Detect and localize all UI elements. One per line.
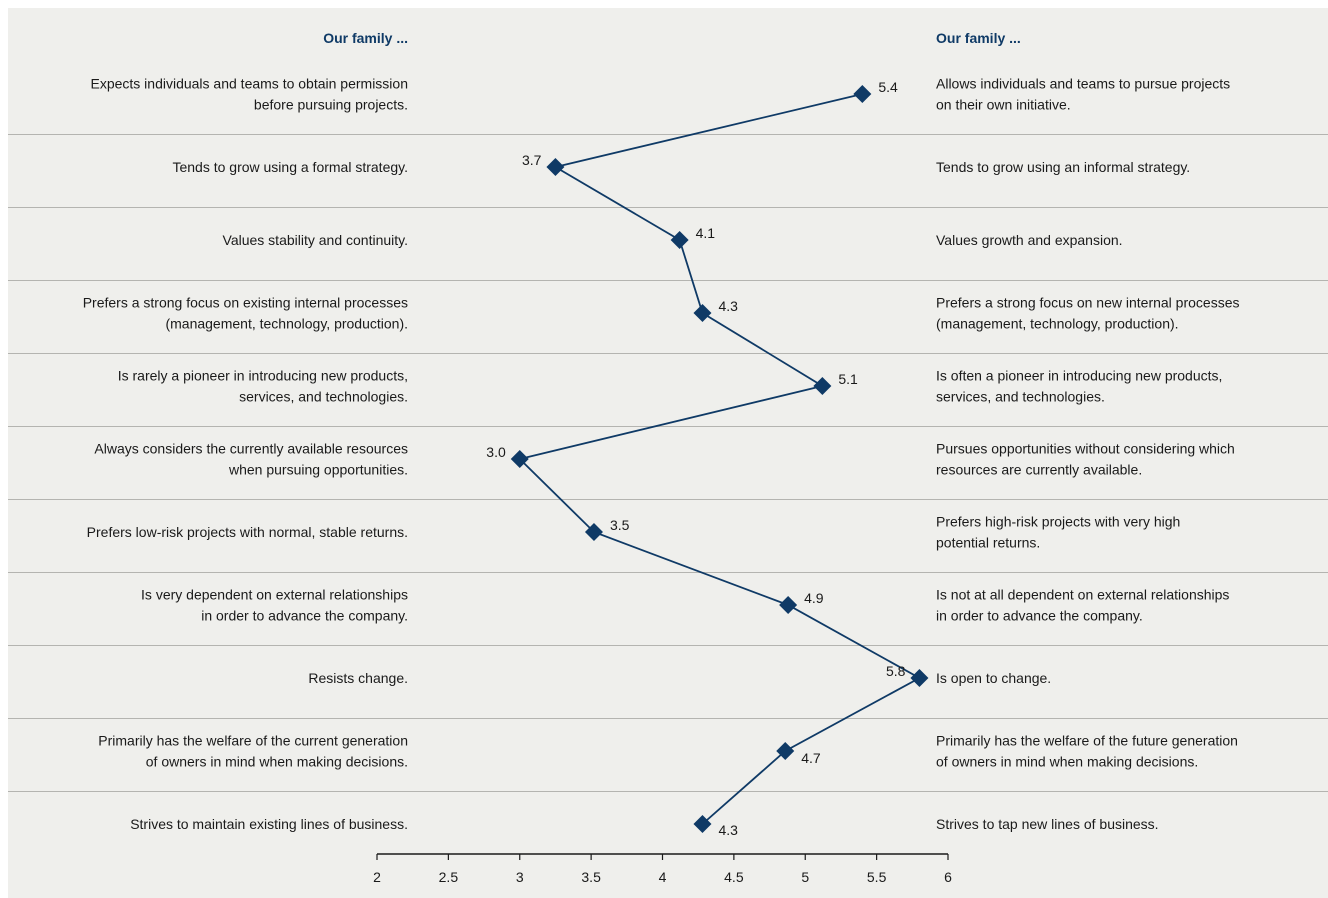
- right-statement: potential returns.: [936, 535, 1040, 551]
- right-statement: Is not at all dependent on external rela…: [936, 587, 1229, 603]
- right-statement: Allows individuals and teams to pursue p…: [936, 76, 1230, 92]
- data-point: [510, 450, 529, 468]
- value-label: 4.1: [696, 225, 716, 241]
- right-statement: Strives to tap new lines of business.: [936, 816, 1159, 832]
- right-header: Our family ...: [936, 30, 1021, 46]
- right-statement: (management, technology, production).: [936, 316, 1179, 332]
- right-statement: Prefers high-risk projects with very hig…: [936, 514, 1180, 530]
- value-label: 4.3: [718, 298, 738, 314]
- left-statement: Prefers a strong focus on existing inter…: [83, 295, 408, 311]
- value-label: 4.3: [718, 822, 738, 838]
- data-point: [853, 85, 872, 103]
- left-statement: Prefers low-risk projects with normal, s…: [87, 524, 408, 540]
- left-statement: Resists change.: [308, 670, 408, 686]
- left-statement: Primarily has the welfare of the current…: [98, 733, 408, 749]
- left-statement: of owners in mind when making decisions.: [146, 754, 408, 770]
- left-statement: Values stability and continuity.: [223, 232, 408, 248]
- right-statement: on their own initiative.: [936, 97, 1071, 113]
- x-tick-label: 5.5: [867, 869, 887, 885]
- data-point: [776, 742, 795, 760]
- x-tick-label: 6: [944, 869, 952, 885]
- left-statement: Tends to grow using a formal strategy.: [172, 159, 408, 175]
- right-statement: of owners in mind when making decisions.: [936, 754, 1198, 770]
- x-tick-label: 2.5: [439, 869, 459, 885]
- right-statement: Is often a pioneer in introducing new pr…: [936, 368, 1222, 384]
- value-label: 3.5: [610, 517, 630, 533]
- x-tick-label: 4.5: [724, 869, 744, 885]
- left-statement: Always considers the currently available…: [94, 441, 408, 457]
- value-label: 5.8: [886, 663, 906, 679]
- right-statement: Values growth and expansion.: [936, 232, 1123, 248]
- chart-panel: Our family ... Expects individuals and te…: [8, 8, 1328, 898]
- left-statement: Strives to maintain existing lines of bu…: [130, 816, 408, 832]
- profile-chart: Our family ... Expects individuals and te…: [8, 30, 1328, 885]
- value-label: 4.7: [801, 750, 821, 766]
- value-label: 5.1: [838, 371, 858, 387]
- data-point: [546, 158, 565, 176]
- left-statement: Is rarely a pioneer in introducing new p…: [118, 368, 408, 384]
- data-point: [910, 669, 929, 687]
- right-statement: Pursues opportunities without considerin…: [936, 441, 1235, 457]
- left-statement: Is very dependent on external relationsh…: [141, 587, 408, 603]
- data-point: [693, 304, 712, 322]
- series-line: [517, 93, 922, 825]
- left-statement: when pursuing opportunities.: [228, 462, 408, 478]
- left-statement: Expects individuals and teams to obtain …: [90, 76, 408, 92]
- left-statement: (management, technology, production).: [165, 316, 408, 332]
- x-tick-label: 5: [801, 869, 809, 885]
- data-point: [670, 231, 689, 249]
- value-label: 3.0: [486, 444, 506, 460]
- value-label: 5.4: [878, 79, 898, 95]
- right-statement: Prefers a strong focus on new internal p…: [936, 295, 1240, 311]
- left-statement: in order to advance the company.: [201, 608, 408, 624]
- right-statement: resources are currently available.: [936, 462, 1142, 478]
- data-point: [584, 523, 603, 541]
- x-tick-label: 4: [659, 869, 667, 885]
- x-tick-label: 3: [516, 869, 524, 885]
- data-point: [813, 377, 832, 395]
- x-tick-label: 3.5: [581, 869, 601, 885]
- data-point: [779, 596, 798, 614]
- right-statement: Tends to grow using an informal strategy…: [936, 159, 1190, 175]
- right-statement: Primarily has the welfare of the future …: [936, 733, 1238, 749]
- right-statement: services, and technologies.: [936, 389, 1105, 405]
- left-header: Our family ...: [323, 30, 408, 46]
- right-statement: in order to advance the company.: [936, 608, 1143, 624]
- value-label: 4.9: [804, 590, 824, 606]
- left-statement: services, and technologies.: [239, 389, 408, 405]
- x-tick-label: 2: [373, 869, 381, 885]
- value-label: 3.7: [522, 152, 542, 168]
- left-statement: before pursuing projects.: [254, 97, 408, 113]
- right-statement: Is open to change.: [936, 670, 1051, 686]
- data-point: [693, 815, 712, 833]
